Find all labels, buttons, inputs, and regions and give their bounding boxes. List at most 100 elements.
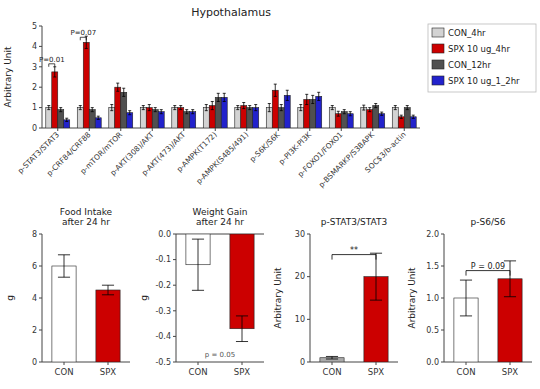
y-tick-label: 0.0 — [158, 230, 171, 239]
x-tick — [332, 362, 333, 365]
title-line: Food Intake — [60, 207, 113, 217]
y-axis-label: g — [139, 295, 149, 301]
y-axis-line — [42, 234, 43, 362]
y-axis-line — [42, 26, 43, 128]
y-axis: 02468g — [5, 230, 130, 367]
x-tick-label: SPX — [100, 367, 117, 377]
bar — [190, 112, 196, 128]
bar — [361, 108, 367, 128]
annotation: P = 0.09 — [471, 262, 505, 271]
x-axis: p-STAT3/STAT3p-CRF84/CRF88p-mTOR/mTORp-A… — [16, 128, 408, 189]
error-bar — [248, 106, 251, 110]
y-tick-label: 10 — [295, 315, 305, 324]
annotation: ** — [350, 246, 358, 255]
x-tick — [376, 362, 377, 365]
error-bar — [394, 106, 397, 110]
chart-title: Food Intakeafter 24 hr — [60, 207, 113, 227]
bar — [52, 72, 58, 128]
y-axis-line — [310, 234, 311, 362]
error-bar — [122, 88, 125, 96]
error-bar — [191, 110, 194, 114]
error-bar — [343, 110, 346, 114]
annotations: P=0.01P=0.07 — [39, 29, 96, 67]
legend-swatch — [432, 60, 444, 69]
y-axis: 012345Arbitrary Unit — [3, 22, 420, 133]
title-line: after 24 hr — [62, 217, 110, 227]
bar — [392, 108, 398, 128]
annotation: p = 0.05 — [205, 351, 235, 359]
legend: CON_4hrSPX 10 ug_4hrCON_12hrSPX 10 ug_1_… — [428, 24, 536, 92]
y-axis: -0.5-0.4-0.3-0.2-0.10.0g — [139, 230, 264, 367]
x-axis: CONSPX — [323, 362, 385, 377]
error-bar — [160, 110, 163, 114]
y-axis-label: g — [5, 295, 15, 301]
error-bar — [116, 83, 119, 91]
error-bar — [154, 108, 157, 112]
error-bar — [205, 105, 208, 111]
error-bar — [504, 261, 516, 297]
error-bar — [91, 108, 94, 112]
error-bar — [370, 253, 382, 300]
error-bar — [58, 255, 70, 277]
plot-area — [52, 255, 120, 362]
chart-title: Hypothalamus — [191, 6, 271, 19]
y-tick-label: 0.0 — [426, 358, 439, 367]
legend-label: CON_12hr — [448, 60, 491, 70]
error-bar — [380, 112, 383, 115]
significance-bracket — [49, 64, 55, 67]
y-tick-label: 4 — [32, 42, 37, 51]
error-bar — [236, 106, 239, 110]
bar — [316, 96, 322, 128]
error-bar — [173, 106, 176, 110]
error-bar — [311, 95, 314, 103]
bar — [215, 97, 221, 128]
error-bar — [254, 105, 257, 111]
legend-label: SPX 10 ug_1_2hr — [448, 76, 520, 86]
bar — [235, 108, 241, 128]
x-tick-label: SPX — [502, 367, 519, 377]
bar — [52, 266, 76, 362]
legend-label: SPX 10 ug_4hr — [448, 44, 510, 54]
title-line: p-S6/S6 — [471, 217, 506, 227]
x-tick — [466, 362, 467, 365]
error-bar — [326, 356, 338, 359]
error-bar — [97, 116, 100, 119]
annotations: ** — [332, 246, 376, 260]
error-bar — [53, 67, 56, 77]
bar — [158, 112, 164, 128]
x-tick — [242, 362, 243, 365]
annotation: P=0.01 — [39, 56, 65, 64]
error-bar — [337, 111, 340, 116]
y-tick-label: 8 — [32, 230, 37, 239]
y-tick-label: 2 — [32, 83, 37, 92]
x-tick — [57, 128, 58, 131]
legend-swatch — [432, 28, 444, 37]
x-tick — [198, 362, 199, 365]
significance-bracket — [80, 37, 86, 40]
error-bar — [412, 115, 415, 118]
chart-title: p-S6/S6 — [471, 217, 506, 227]
y-axis-label: Arbitrary Unit — [407, 267, 417, 328]
y-tick-label: 6 — [32, 262, 37, 271]
y-tick-label: 0 — [32, 358, 37, 367]
x-tick — [341, 128, 342, 131]
error-bar — [460, 280, 472, 316]
bar — [89, 110, 95, 128]
error-bar — [317, 92, 320, 100]
error-bar — [274, 84, 277, 96]
error-bar — [362, 105, 365, 110]
error-bar — [47, 106, 50, 110]
y-tick-label: 5 — [32, 22, 37, 31]
significance-bracket — [332, 255, 376, 260]
bar — [172, 108, 178, 128]
chart-title: Weight Gainafter 24 hr — [193, 207, 248, 227]
error-bar — [368, 108, 371, 112]
x-tick — [108, 362, 109, 365]
bar — [46, 108, 52, 128]
x-tick-label: SPX — [234, 367, 251, 377]
y-tick-label: -0.4 — [155, 332, 171, 341]
x-axis: CONSPX — [189, 362, 251, 377]
x-tick-label: p-BSMARKP/S3BAPK — [317, 129, 377, 189]
bar — [373, 106, 379, 128]
y-axis-line — [176, 234, 177, 362]
